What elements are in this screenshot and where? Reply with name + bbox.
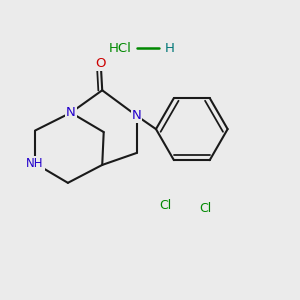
Text: Cl: Cl (159, 199, 171, 212)
Text: O: O (95, 57, 106, 70)
Text: HCl: HCl (109, 42, 132, 55)
Text: N: N (132, 109, 141, 122)
Text: N: N (66, 106, 76, 119)
Text: Cl: Cl (199, 202, 212, 215)
Text: NH: NH (26, 157, 44, 170)
Text: H: H (164, 42, 174, 55)
